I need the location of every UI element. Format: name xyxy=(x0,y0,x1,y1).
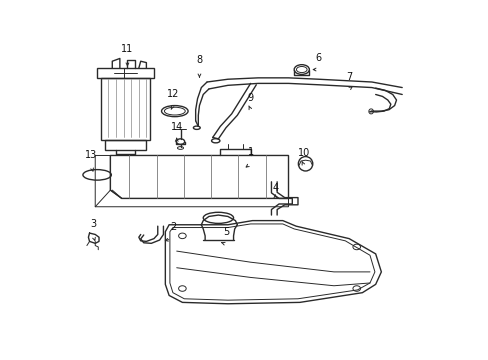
Text: 9: 9 xyxy=(247,93,253,103)
Text: 7: 7 xyxy=(346,72,351,82)
Text: 14: 14 xyxy=(170,122,183,132)
Text: 5: 5 xyxy=(223,227,229,237)
Text: 6: 6 xyxy=(315,53,321,63)
Text: 3: 3 xyxy=(90,219,96,229)
Text: 1: 1 xyxy=(247,147,253,157)
Text: 8: 8 xyxy=(196,55,202,66)
Text: 13: 13 xyxy=(85,150,98,159)
Text: 11: 11 xyxy=(121,44,133,54)
Text: 12: 12 xyxy=(166,89,179,99)
Text: 10: 10 xyxy=(297,148,309,158)
Text: 4: 4 xyxy=(272,183,278,193)
Text: 2: 2 xyxy=(169,222,176,232)
